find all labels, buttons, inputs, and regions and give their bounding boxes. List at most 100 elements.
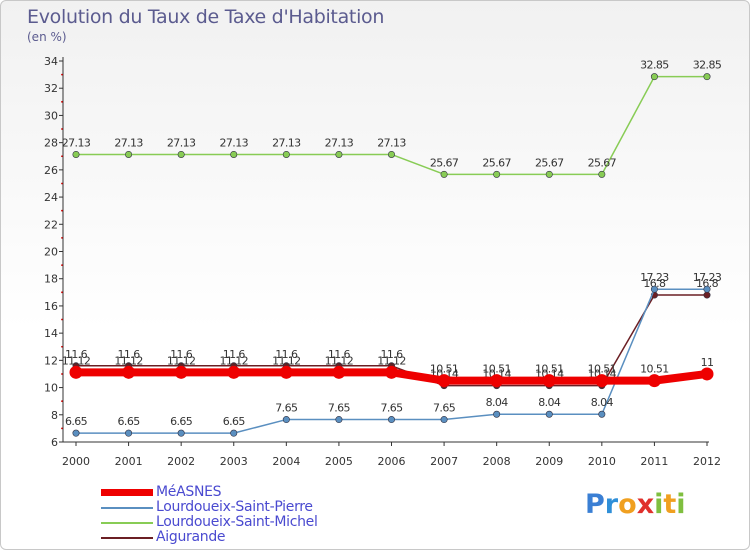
y-minor-dot bbox=[61, 182, 63, 185]
data-point-m-asnes bbox=[700, 367, 714, 381]
data-point-lourdoueix-saint-pierre bbox=[650, 285, 658, 293]
data-point-lourdoueix-saint-pierre bbox=[177, 429, 185, 437]
x-tick-label: 2012 bbox=[693, 455, 721, 468]
chart-title: Evolution du Taux de Taxe d'Habitation bbox=[27, 6, 385, 28]
data-point-m-asnes bbox=[122, 365, 136, 379]
data-label-m-asnes: 11.12 bbox=[325, 354, 354, 367]
data-label-m-asnes: 11.12 bbox=[272, 354, 301, 367]
y-minor-dot bbox=[61, 73, 63, 76]
y-tick-label: 14 bbox=[44, 327, 58, 340]
data-label-lourdoueix-saint-michel: 25.67 bbox=[588, 156, 617, 169]
legend-label-lourdoueix-saint-pierre: Lourdoueix-Saint-Pierre bbox=[156, 499, 313, 515]
legend-swatch-lourdoueix-saint-pierre bbox=[101, 507, 153, 509]
unit-label: (en %) bbox=[27, 30, 67, 44]
data-point-lourdoueix-saint-michel bbox=[387, 150, 395, 158]
y-minor-dot bbox=[61, 373, 63, 375]
legend-item-lourdoueix-saint-pierre: Lourdoueix-Saint-Pierre bbox=[101, 499, 421, 515]
legend-swatch-lourdoueix-saint-michel bbox=[101, 522, 153, 524]
y-minor-dot bbox=[61, 209, 63, 212]
y-tick-label: 18 bbox=[44, 273, 58, 286]
data-label-lourdoueix-saint-michel: 32.85 bbox=[640, 59, 669, 72]
data-label-m-asnes: 11.12 bbox=[62, 354, 91, 367]
data-label-m-asnes: 10.51 bbox=[430, 363, 459, 376]
data-label-lourdoueix-saint-michel: 27.13 bbox=[325, 136, 354, 149]
data-point-lourdoueix-saint-michel bbox=[230, 150, 238, 158]
data-point-lourdoueix-saint-michel bbox=[703, 73, 711, 81]
data-label-m-asnes: 10.51 bbox=[640, 363, 669, 376]
x-tick-label: 2003 bbox=[220, 455, 248, 468]
data-label-m-asnes: 11.12 bbox=[114, 354, 143, 367]
data-label-lourdoueix-saint-michel: 25.67 bbox=[482, 156, 511, 169]
data-label-aigurande: 16.8 bbox=[643, 277, 666, 290]
data-point-m-asnes bbox=[490, 374, 504, 388]
data-label-lourdoueix-saint-michel: 27.13 bbox=[167, 136, 196, 149]
data-point-lourdoueix-saint-michel bbox=[440, 170, 448, 178]
data-label-lourdoueix-saint-pierre: 7.65 bbox=[275, 402, 298, 415]
x-tick-label: 2000 bbox=[62, 455, 90, 468]
x-tick-label: 2007 bbox=[430, 455, 458, 468]
data-point-m-asnes bbox=[279, 365, 293, 379]
data-label-lourdoueix-saint-michel: 32.85 bbox=[693, 59, 722, 72]
legend-swatch-measnes bbox=[101, 489, 153, 496]
data-label-m-asnes: 11 bbox=[701, 356, 714, 369]
data-label-aigurande: 11.6 bbox=[328, 348, 351, 361]
data-point-m-asnes bbox=[332, 365, 346, 379]
y-tick-label: 24 bbox=[44, 191, 58, 204]
y-minor-dot bbox=[61, 318, 63, 321]
data-point-lourdoueix-saint-pierre bbox=[387, 416, 395, 424]
legend-label-lourdoueix-saint-michel: Lourdoueix-Saint-Michel bbox=[156, 514, 318, 530]
x-tick-label: 2004 bbox=[272, 455, 300, 468]
data-point-lourdoueix-saint-pierre bbox=[335, 416, 343, 424]
data-point-m-asnes bbox=[385, 365, 398, 379]
logo-letter: i bbox=[654, 489, 664, 520]
data-label-lourdoueix-saint-michel: 27.13 bbox=[272, 136, 301, 149]
data-point-lourdoueix-saint-michel bbox=[335, 150, 343, 158]
data-label-lourdoueix-saint-pierre: 7.65 bbox=[433, 402, 456, 415]
data-point-m-asnes bbox=[595, 374, 609, 388]
data-label-aigurande: 11.6 bbox=[223, 348, 246, 361]
y-tick-label: 30 bbox=[44, 109, 58, 122]
data-label-lourdoueix-saint-michel: 27.13 bbox=[220, 136, 249, 149]
data-label-aigurande: 11.6 bbox=[275, 348, 298, 361]
data-label-lourdoueix-saint-pierre: 7.65 bbox=[328, 402, 351, 415]
data-point-lourdoueix-saint-pierre bbox=[703, 285, 711, 293]
data-point-lourdoueix-saint-pierre bbox=[493, 410, 501, 418]
data-point-lourdoueix-saint-pierre bbox=[72, 429, 80, 437]
data-point-lourdoueix-saint-michel bbox=[493, 170, 501, 178]
y-minor-dot bbox=[61, 400, 63, 403]
logo-letter: i bbox=[676, 489, 686, 520]
x-tick-label: 2002 bbox=[167, 455, 195, 468]
data-label-lourdoueix-saint-pierre: 6.65 bbox=[65, 415, 88, 428]
y-minor-dot bbox=[61, 155, 63, 158]
legend-item-aigurande: Aigurande bbox=[101, 529, 421, 545]
data-point-lourdoueix-saint-michel bbox=[598, 170, 606, 178]
data-label-aigurande: 11.6 bbox=[65, 348, 88, 361]
legend: MéASNES Lourdoueix-Saint-Pierre Lourdoue… bbox=[101, 484, 421, 545]
data-label-m-asnes: 11.12 bbox=[377, 354, 406, 367]
y-minor-dot bbox=[61, 236, 63, 239]
data-label-m-asnes: 11.12 bbox=[220, 354, 249, 367]
data-label-lourdoueix-saint-pierre: 6.65 bbox=[118, 415, 141, 428]
data-label-lourdoueix-saint-pierre: 8.04 bbox=[538, 396, 561, 409]
x-tick-label: 2008 bbox=[483, 455, 511, 468]
data-label-lourdoueix-saint-pierre: 7.65 bbox=[380, 402, 403, 415]
y-tick-label: 34 bbox=[44, 55, 58, 68]
data-label-m-asnes: 11.12 bbox=[167, 354, 196, 367]
data-point-lourdoueix-saint-michel bbox=[125, 150, 133, 158]
x-tick-label: 2006 bbox=[378, 455, 406, 468]
y-tick-label: 12 bbox=[44, 354, 58, 367]
y-tick-label: 22 bbox=[44, 218, 58, 231]
legend-label-measnes: MéASNES bbox=[156, 484, 222, 500]
legend-swatch-aigurande bbox=[101, 537, 153, 539]
data-point-lourdoueix-saint-pierre bbox=[440, 416, 448, 424]
legend-label-aigurande: Aigurande bbox=[156, 529, 226, 545]
data-label-lourdoueix-saint-pierre: 17.23 bbox=[693, 271, 722, 284]
y-tick-label: 16 bbox=[44, 300, 58, 313]
y-tick-label: 8 bbox=[51, 409, 58, 422]
y-tick-label: 10 bbox=[44, 382, 58, 395]
data-point-lourdoueix-saint-michel bbox=[545, 170, 553, 178]
data-point-lourdoueix-saint-michel bbox=[282, 150, 290, 158]
logo-letter: P bbox=[585, 489, 605, 520]
data-point-m-asnes bbox=[647, 374, 661, 388]
